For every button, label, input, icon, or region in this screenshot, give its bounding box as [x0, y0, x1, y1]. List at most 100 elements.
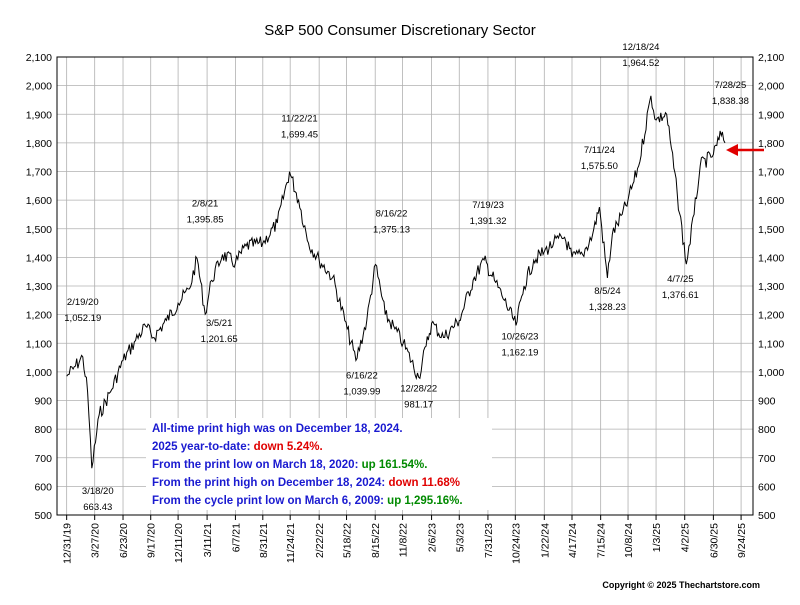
- annotation-value: 1,699.45: [281, 130, 318, 141]
- y-tick-label-right: 2,000: [758, 81, 784, 93]
- y-tick-label-right: 1,100: [758, 338, 784, 350]
- annotation-date: 12/28/22: [400, 383, 437, 394]
- x-tick-label: 12/31/19: [62, 523, 74, 564]
- series-group: [66, 95, 726, 469]
- note-text: All-time print high was on December 18, …: [152, 423, 403, 435]
- y-tick-label-left: 900: [34, 396, 52, 408]
- x-tick-label: 7/31/23: [483, 523, 495, 558]
- y-tick-label-right: 1,300: [758, 281, 784, 293]
- y-tick-label-right: 1,900: [758, 109, 784, 121]
- note-line: From the print high on December 18, 2024…: [152, 477, 460, 489]
- x-tick-label: 4/2/25: [680, 523, 692, 552]
- annotation-date: 12/18/24: [622, 42, 659, 53]
- annotation-value: 1,375.13: [373, 224, 410, 235]
- x-tick-label: 4/17/24: [567, 523, 579, 558]
- x-tick-label: 6/7/21: [230, 523, 242, 552]
- note-text: up 1,295.16%.: [387, 495, 462, 507]
- y-tick-label-right: 1,600: [758, 195, 784, 207]
- x-tick-label: 1/22/24: [539, 523, 551, 558]
- x-axis: 12/31/19 3/27/20 6/23/20 9/17/20 12/11/20 3/1…: [62, 515, 748, 564]
- y-tick-label-right: 2,100: [758, 52, 784, 64]
- annotation-date: 7/11/24: [584, 145, 615, 156]
- y-tick-label-right: 1,800: [758, 138, 784, 150]
- y-tick-label-left: 1,800: [26, 138, 52, 150]
- annotation-date: 7/19/23: [472, 200, 504, 211]
- x-tick-label: 5/3/23: [454, 523, 466, 552]
- y-tick-label-right: 600: [758, 481, 776, 493]
- x-tick-label: 2/6/23: [427, 523, 439, 552]
- y-axis-left: 500 600 700 800 900 1,000 1,100 1,200 1,300 1,400…: [26, 52, 52, 522]
- note-line: All-time print high was on December 18, …: [152, 423, 403, 435]
- x-tick-label: 6/23/20: [118, 523, 130, 558]
- y-tick-label-left: 2,000: [26, 81, 52, 93]
- annotation-date: 8/5/24: [594, 286, 620, 297]
- note-text: From the print low on March 18, 2020:: [152, 459, 362, 471]
- annotation-value: 1,162.19: [501, 347, 538, 358]
- x-tick-label: 11/8/22: [398, 523, 410, 557]
- x-tick-label: 3/11/21: [202, 523, 214, 557]
- annotation-date: 7/28/25: [715, 80, 747, 91]
- x-tick-label: 10/8/24: [623, 523, 635, 558]
- annotation-date: 11/22/21: [281, 114, 317, 125]
- series-line: [66, 95, 726, 469]
- x-tick-label: 8/15/22: [370, 523, 382, 558]
- y-axis-right: 500 600 700 800 900 1,000 1,100 1,200 1,300 1,400…: [758, 52, 784, 522]
- y-tick-label-right: 800: [758, 424, 776, 436]
- y-tick-label-left: 1,300: [26, 281, 52, 293]
- y-tick-label-left: 800: [34, 424, 52, 436]
- annotation-value: 1,964.52: [622, 58, 659, 69]
- x-tick-label: 1/3/25: [651, 523, 663, 552]
- annotation-value: 1,391.32: [470, 216, 507, 227]
- x-tick-label: 8/31/21: [258, 523, 270, 558]
- note-line: From the cycle print low on March 6, 200…: [152, 495, 463, 507]
- y-tick-label-right: 1,200: [758, 310, 784, 322]
- y-tick-label-left: 1,400: [26, 252, 52, 264]
- y-tick-label-left: 1,700: [26, 167, 52, 179]
- y-tick-label-left: 1,000: [26, 367, 52, 379]
- note-text: up 161.54%.: [362, 459, 428, 471]
- annotation-date: 3/18/20: [82, 486, 114, 497]
- y-tick-label-right: 500: [758, 510, 776, 522]
- annotation-date: 3/5/21: [206, 318, 232, 329]
- annotations: 2/19/20 1,052.19 3/18/20 663.43 2/8/21 1,395.…: [64, 42, 749, 513]
- y-tick-label-left: 2,100: [26, 52, 52, 64]
- x-tick-label: 9/17/20: [146, 523, 158, 558]
- y-tick-label-right: 1,500: [758, 224, 784, 236]
- x-tick-label: 5/18/22: [342, 523, 354, 558]
- x-tick-label: 12/11/20: [173, 523, 185, 563]
- chart-title: S&P 500 Consumer Discretionary Sector: [264, 22, 536, 39]
- annotation-value: 1,575.50: [581, 161, 618, 172]
- y-tick-label-right: 1,700: [758, 167, 784, 179]
- note-text: down 5.24%.: [254, 441, 323, 453]
- y-tick-label-left: 1,900: [26, 109, 52, 121]
- note-line: 2025 year-to-date: down 5.24%.: [152, 441, 323, 453]
- copyright: Copyright © 2025 Thechartstore.com: [602, 580, 760, 590]
- note-line: From the print low on March 18, 2020: up…: [152, 459, 427, 471]
- annotation-date: 2/8/21: [192, 199, 218, 210]
- plot-border: [56, 56, 754, 516]
- notes-box: All-time print high was on December 18, …: [146, 418, 492, 510]
- note-text: 2025 year-to-date:: [152, 441, 254, 453]
- annotation-date: 8/16/22: [376, 208, 408, 219]
- annotation-value: 1,039.99: [343, 386, 380, 397]
- annotation-date: 6/16/22: [346, 370, 378, 381]
- y-tick-label-left: 700: [34, 453, 52, 465]
- y-tick-label-right: 700: [758, 453, 776, 465]
- annotation-value: 1,376.61: [662, 290, 699, 301]
- annotation-value: 1,052.19: [64, 313, 101, 324]
- y-tick-label-left: 600: [34, 481, 52, 493]
- annotation-date: 4/7/25: [667, 274, 693, 285]
- x-tick-label: 3/27/20: [90, 523, 102, 558]
- annotation-value: 663.43: [83, 502, 112, 513]
- x-tick-label: 6/30/25: [708, 523, 720, 558]
- y-tick-label-right: 1,400: [758, 252, 784, 264]
- annotation-value: 981.17: [404, 399, 433, 410]
- annotation-date: 10/26/23: [501, 331, 538, 342]
- y-tick-label-left: 500: [34, 510, 52, 522]
- y-tick-label-left: 1,500: [26, 224, 52, 236]
- note-text: From the cycle print low on March 6, 200…: [152, 495, 387, 507]
- x-tick-label: 9/24/25: [736, 523, 748, 558]
- y-tick-label-left: 1,200: [26, 310, 52, 322]
